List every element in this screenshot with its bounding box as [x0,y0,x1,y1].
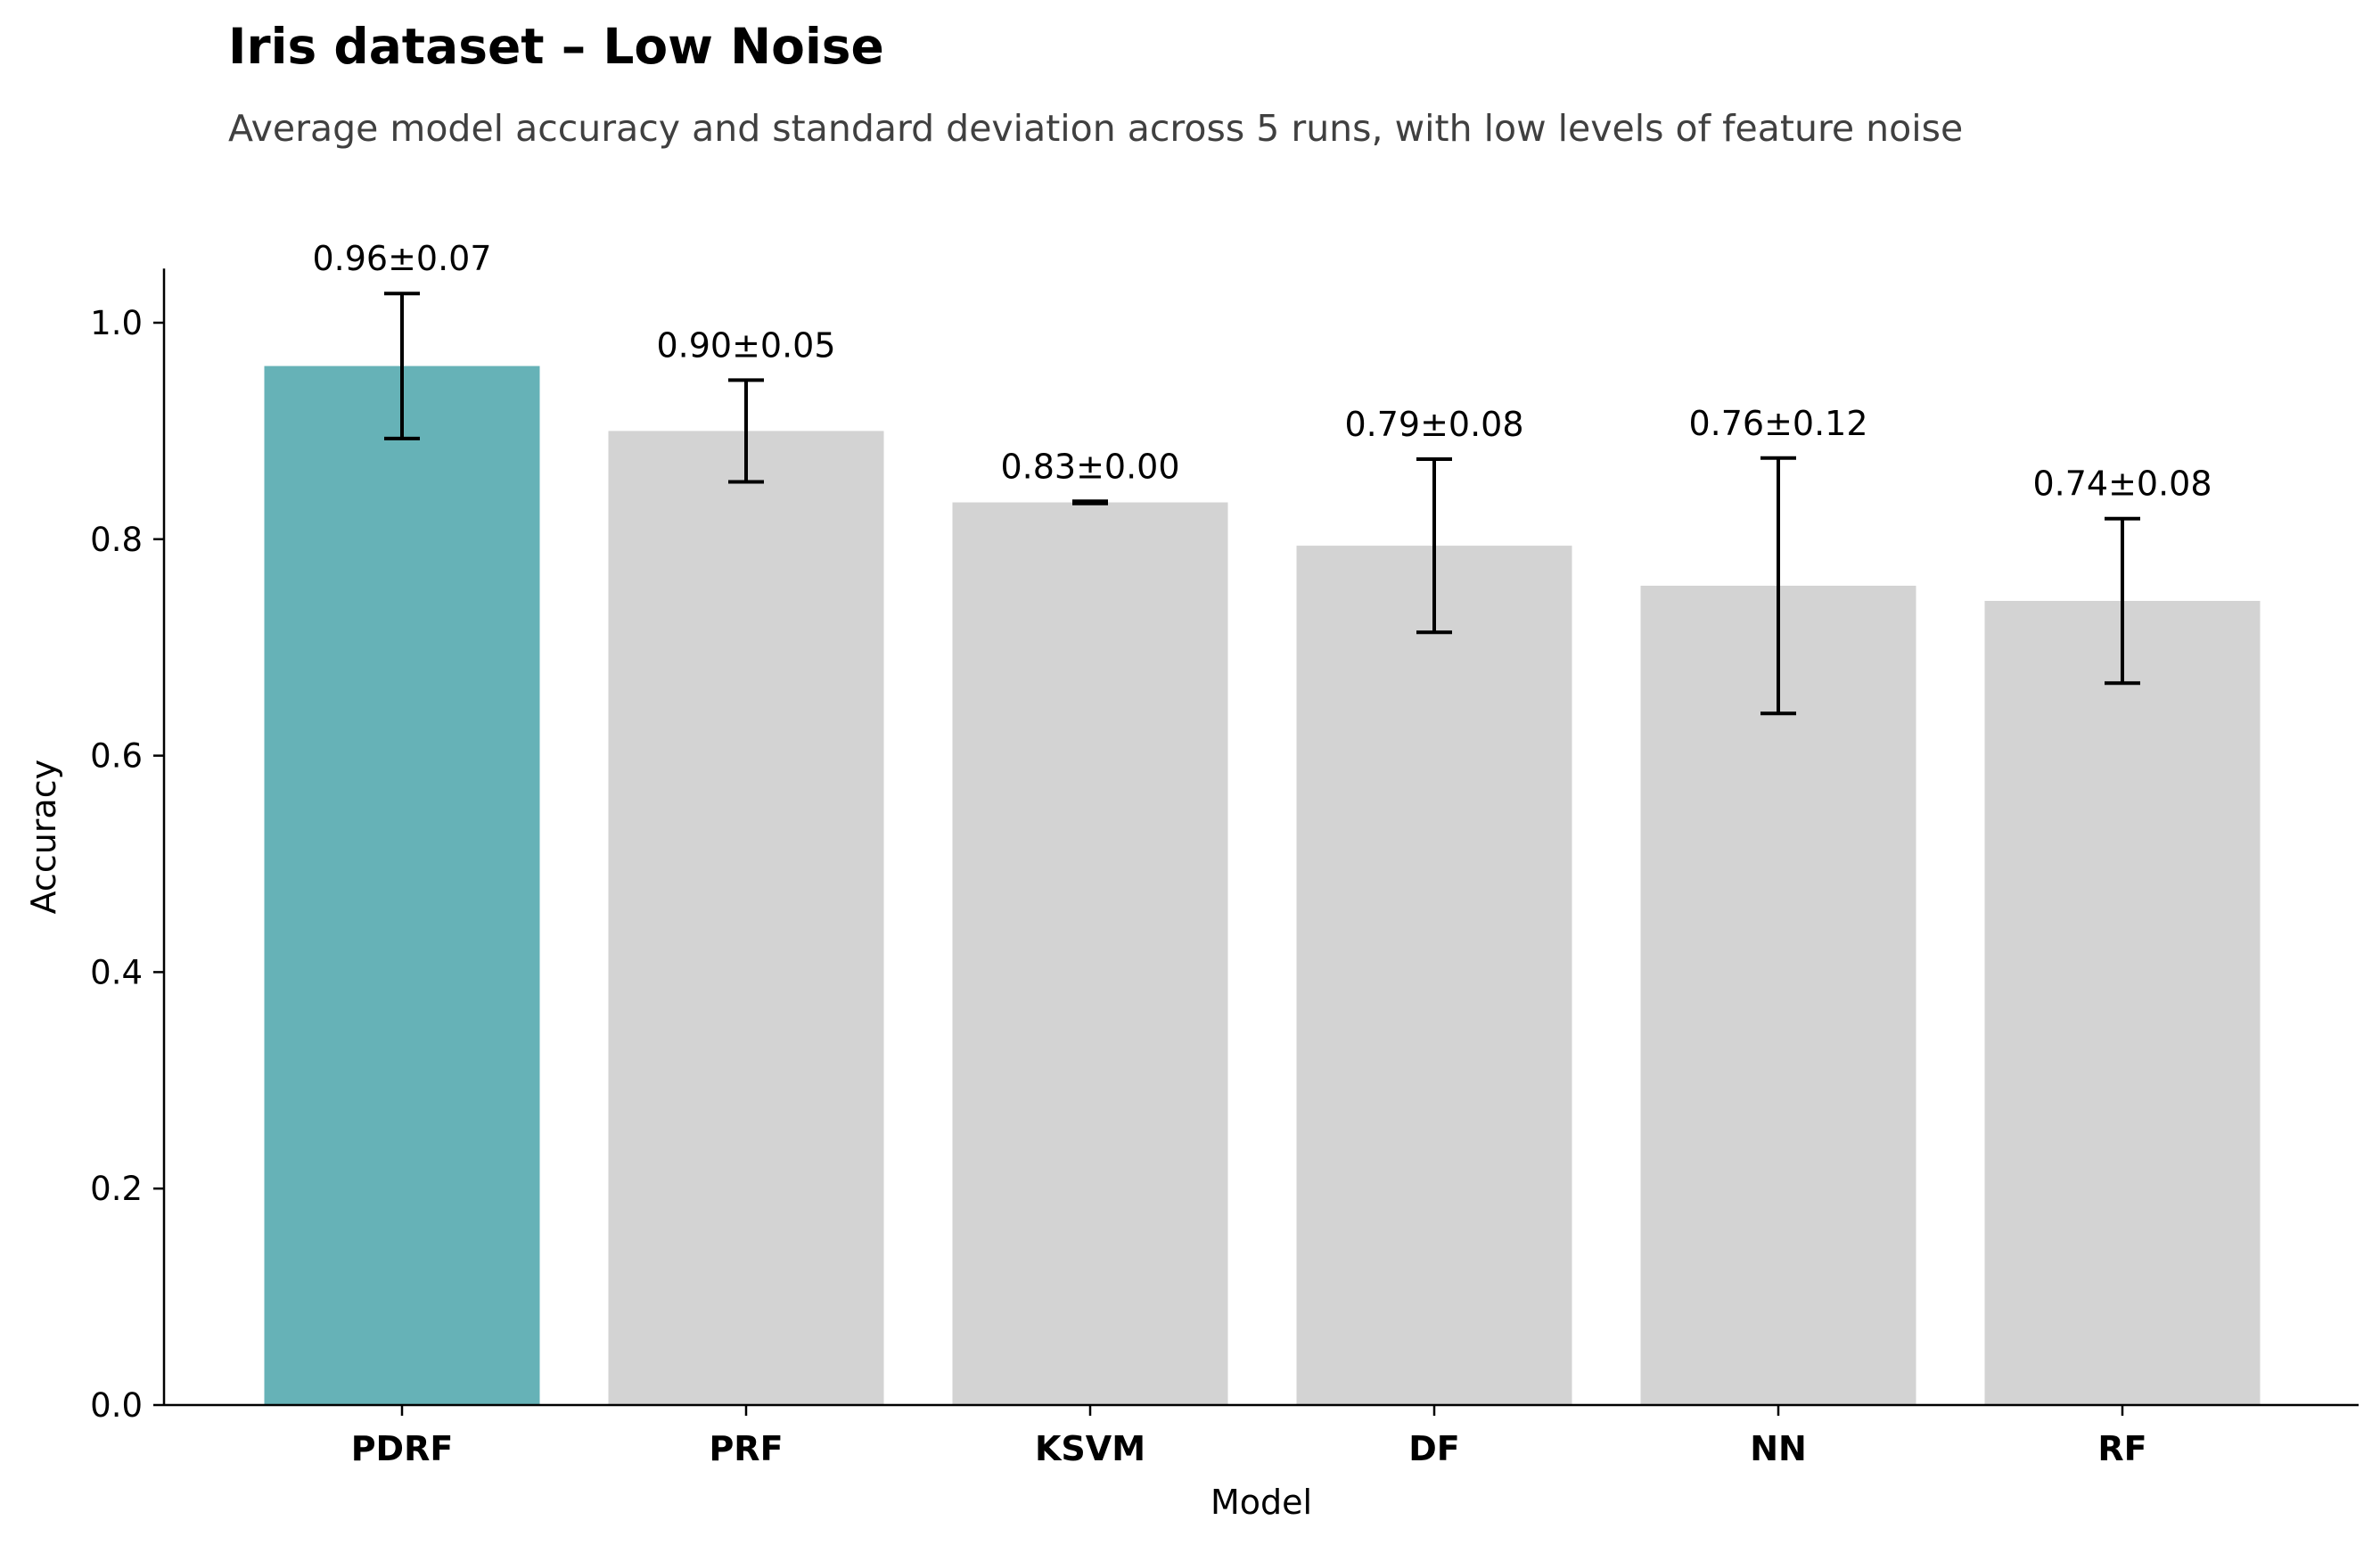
data-label-rf: 0.74±0.08 [2032,464,2212,504]
data-label-nn: 0.76±0.12 [1688,404,1867,443]
chart-subtitle: Average model accuracy and standard devi… [228,107,1964,150]
bar-ksvm [952,502,1228,1405]
bar-prf [608,431,884,1405]
x-tick-label-rf: RF [2097,1429,2146,1468]
y-ticks-layer: 0.0 0.2 0.4 0.6 0.8 1.0 [90,304,164,1425]
data-label-df: 0.79±0.08 [1344,405,1523,444]
error-bar-nn [1760,456,1796,716]
y-tick-label: 0.6 [90,737,143,776]
x-tick-label-df: DF [1408,1429,1460,1468]
axes-layer [162,268,2359,1407]
x-tick-label-pdrf: PDRF [351,1429,454,1468]
y-tick-label: 0.2 [90,1170,143,1208]
y-axis-label: Accuracy [24,760,63,915]
y-tick-label: 0.0 [90,1386,143,1425]
bar-df [1296,546,1572,1405]
error-bar-df [1416,456,1452,635]
bar-pdrf [264,366,540,1405]
error-bar-prf [728,378,764,484]
data-label-prf: 0.90±0.05 [656,325,835,365]
x-tick-label-ksvm: KSVM [1035,1429,1145,1468]
bar-rf [1984,600,2261,1405]
chart-title: Iris dataset – Low Noise [228,18,884,75]
x-axis-label: Model [1211,1483,1312,1522]
error-bar-ksvm [1072,499,1108,505]
y-tick-label: 1.0 [90,304,143,342]
x-tick-label-nn: NN [1750,1429,1807,1468]
data-labels-layer: 0.96±0.07 0.90±0.05 0.83±0.00 0.79±0.08 0.76… [312,239,2212,504]
error-bar-rf [2105,516,2140,686]
error-bar-pdrf [384,292,420,440]
bars-layer [264,366,2261,1405]
data-label-ksvm: 0.83±0.00 [1000,447,1179,486]
error-bars-layer [384,292,2140,716]
y-tick-label: 0.8 [90,521,143,559]
x-tick-label-prf: PRF [709,1429,783,1468]
bar-nn [1640,586,1916,1405]
x-ticks-layer: PDRF PRF KSVM DF NN RF [351,1405,2147,1468]
y-tick-label: 0.4 [90,953,143,991]
data-label-pdrf: 0.96±0.07 [312,239,491,278]
